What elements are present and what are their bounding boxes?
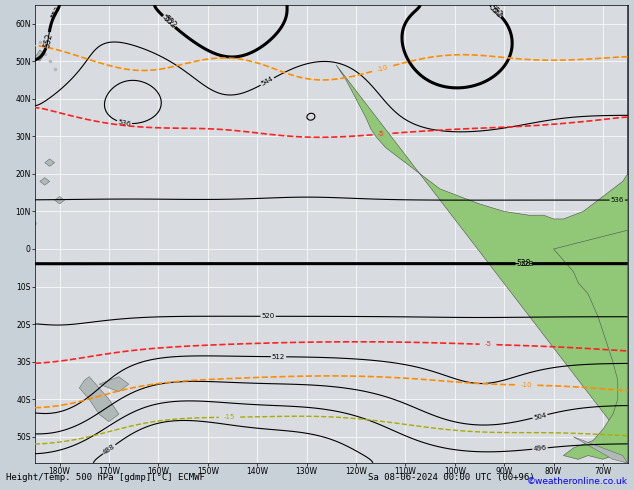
Text: 552: 552: [50, 5, 61, 20]
Text: 552: 552: [160, 14, 178, 30]
Text: 528: 528: [517, 259, 531, 268]
Text: -10: -10: [521, 382, 533, 388]
Text: 536: 536: [117, 119, 131, 127]
Polygon shape: [40, 178, 49, 185]
Polygon shape: [553, 230, 628, 463]
Text: 528: 528: [520, 261, 533, 267]
Text: 552: 552: [490, 6, 503, 19]
Text: 552: 552: [487, 3, 503, 19]
Text: 496: 496: [533, 445, 547, 452]
Polygon shape: [45, 159, 55, 167]
Text: 504: 504: [533, 412, 547, 421]
Polygon shape: [573, 437, 628, 463]
Text: -5: -5: [484, 342, 491, 347]
Text: ©weatheronline.co.uk: ©weatheronline.co.uk: [527, 477, 628, 486]
Polygon shape: [79, 377, 119, 422]
Text: Sa 08-06-2024 00:00 UTC (00+96): Sa 08-06-2024 00:00 UTC (00+96): [368, 473, 534, 482]
Text: 488: 488: [102, 443, 116, 456]
Text: 536: 536: [611, 197, 624, 203]
Polygon shape: [336, 5, 628, 444]
Polygon shape: [35, 50, 45, 61]
Text: -5: -5: [377, 131, 385, 137]
Polygon shape: [99, 377, 129, 392]
Text: 552: 552: [42, 32, 54, 48]
Polygon shape: [55, 196, 65, 204]
Text: -10: -10: [376, 64, 389, 73]
Text: 520: 520: [261, 313, 275, 319]
Text: -15: -15: [224, 414, 235, 420]
Text: 544: 544: [260, 76, 275, 87]
Text: 512: 512: [272, 354, 285, 360]
Text: Height/Temp. 500 hPa [gdmp][°C] ECMWF: Height/Temp. 500 hPa [gdmp][°C] ECMWF: [6, 473, 205, 482]
Text: 552: 552: [160, 14, 174, 27]
